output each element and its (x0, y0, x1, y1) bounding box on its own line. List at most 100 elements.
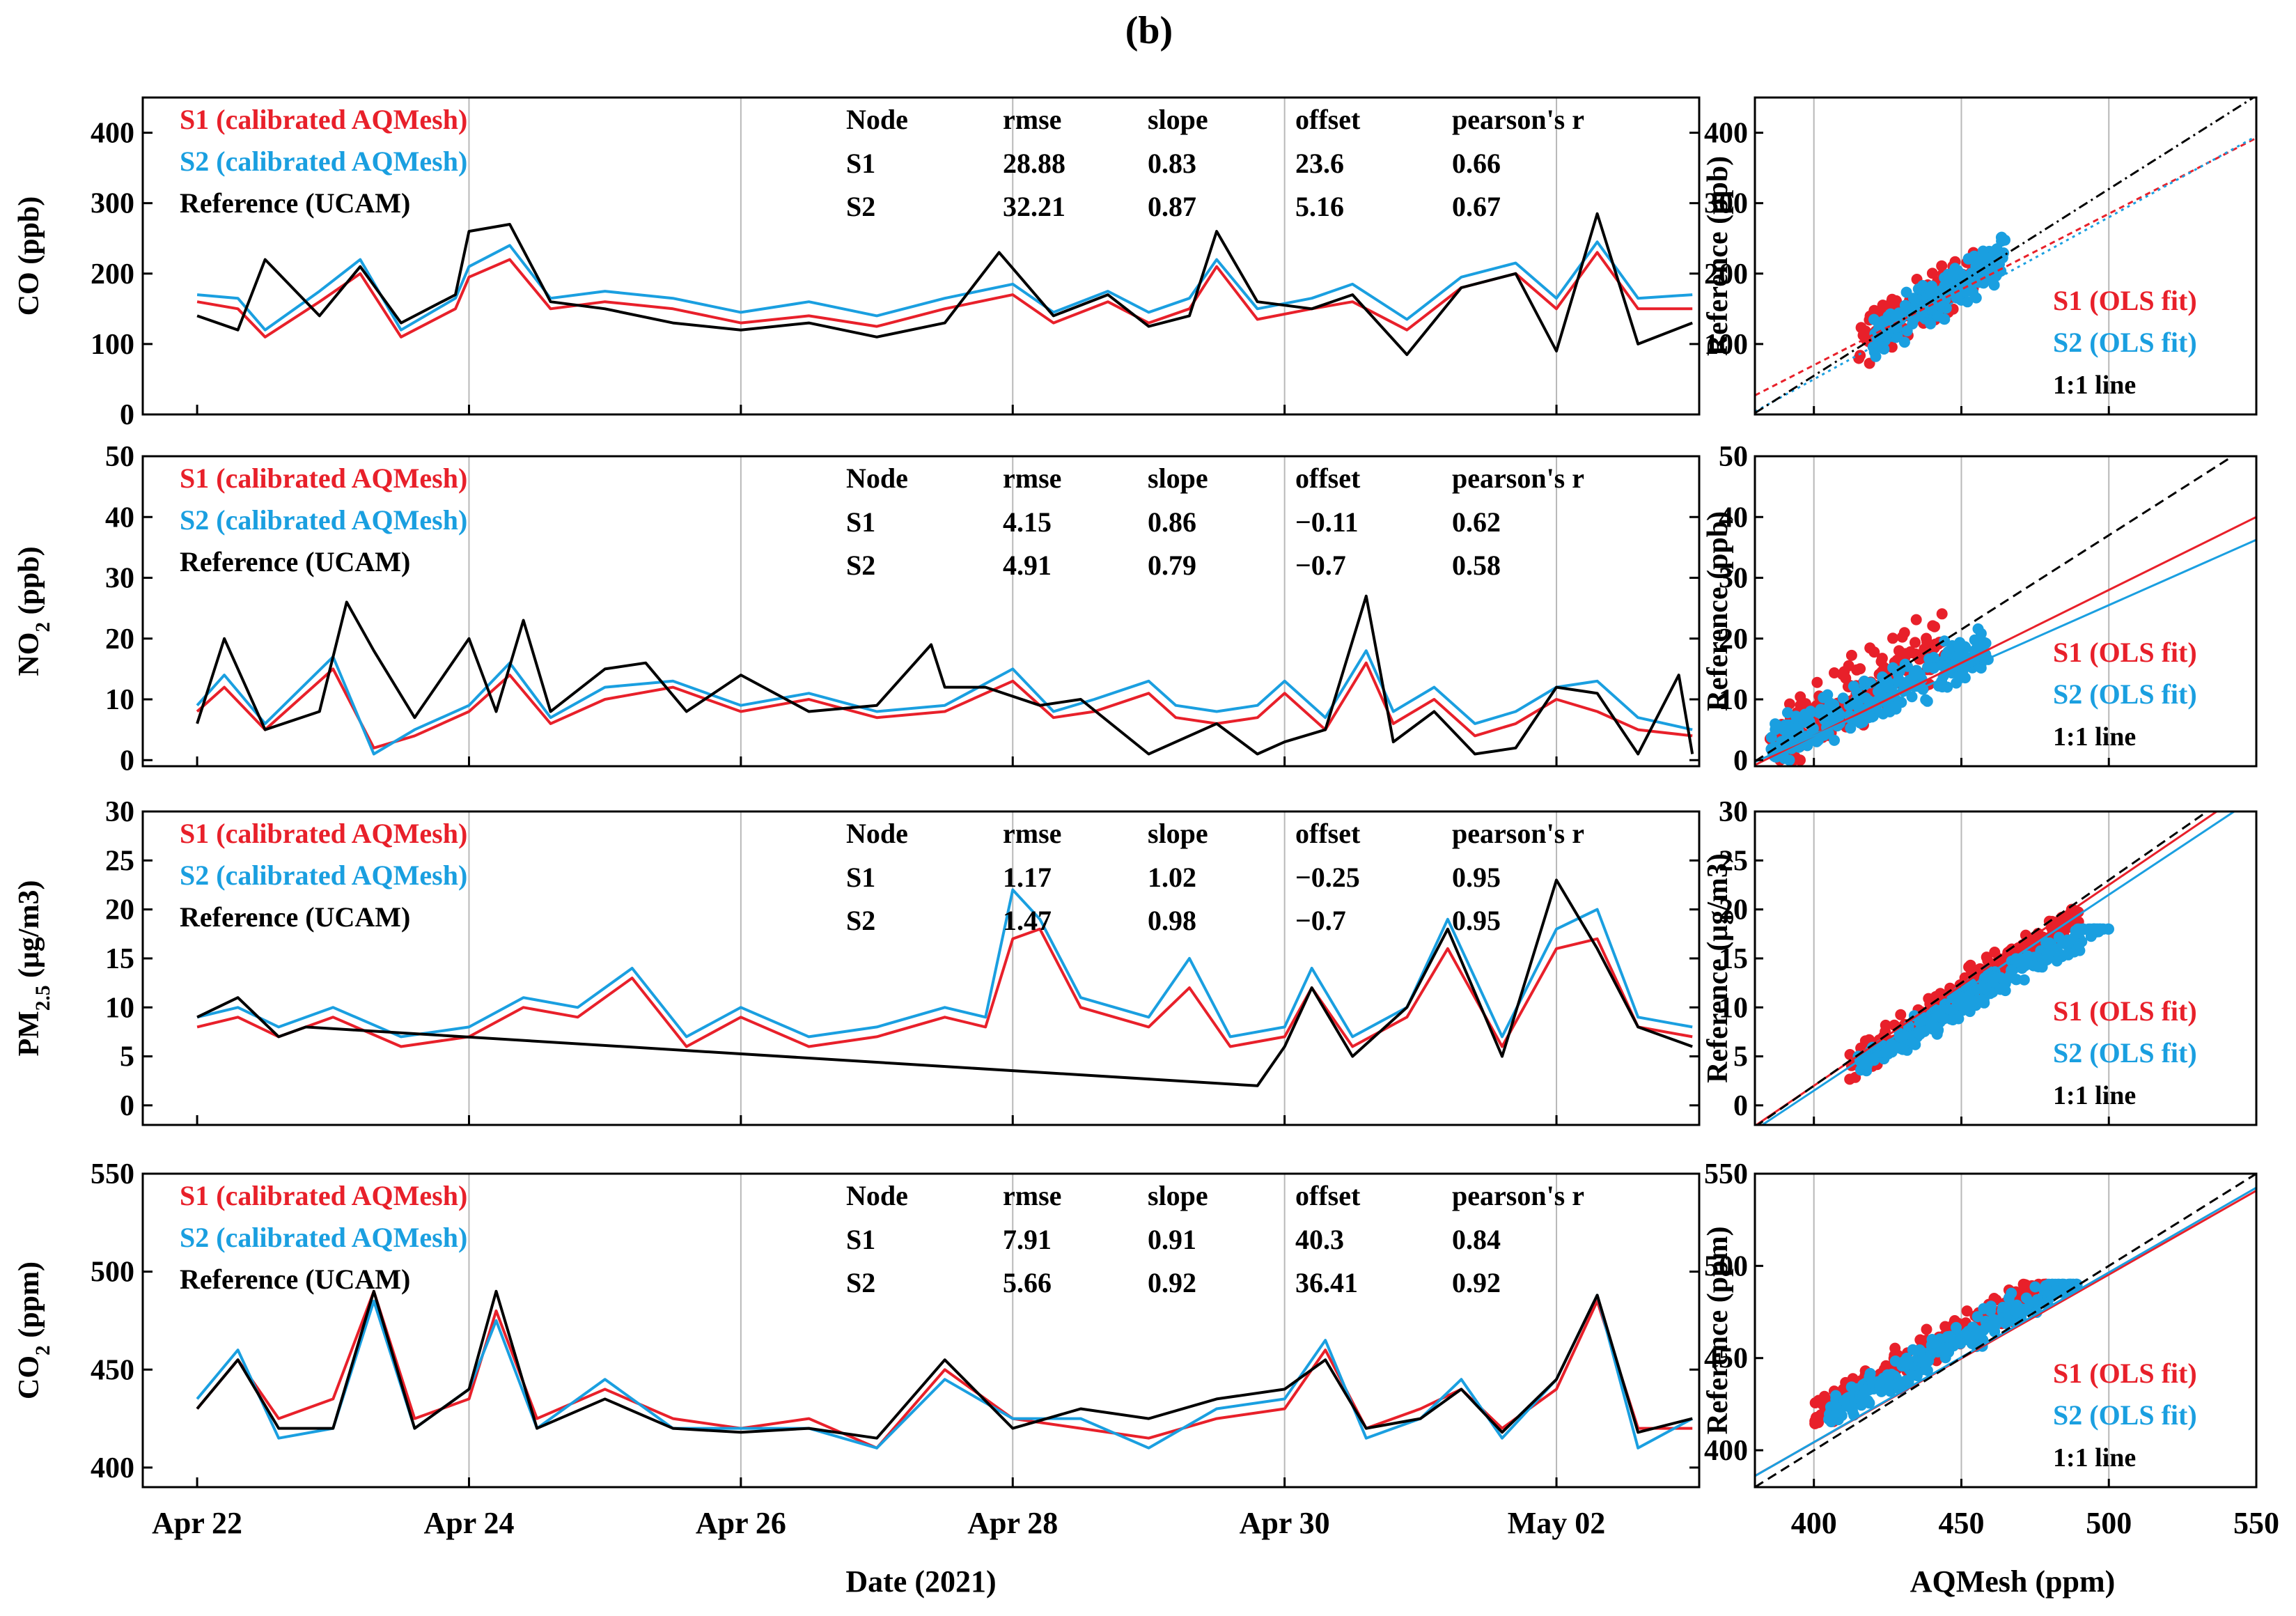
pm25-scatter-ytick-label: 30 (1719, 796, 1748, 828)
pm25-scatter-point-s2 (2063, 947, 2075, 958)
pm25-plot-frame (141, 810, 1701, 1126)
co2-legend-ref: Reference (UCAM) (180, 1264, 410, 1295)
pm25-scatter-point-s2 (1893, 1031, 1905, 1043)
co-series-ref (196, 212, 1693, 357)
co-stats-header: rmse (1003, 104, 1061, 135)
co-stats-cell: 5.16 (1295, 191, 1344, 222)
no2-scatter-fit-s1 (1755, 515, 2256, 766)
co-scatter-point-s2 (1957, 272, 1969, 284)
co2-scatter-fit-one (1755, 1174, 2256, 1487)
no2-scatter-points (1755, 456, 2256, 766)
pm25-scatter-point-s1 (1880, 1019, 1891, 1031)
pm25-scatter-point-s2 (2016, 963, 2028, 974)
co-ytick-label: 100 (91, 329, 134, 361)
co-scatter-plot-frame (1754, 96, 2258, 416)
co-ytick-label: 300 (91, 188, 134, 220)
pm25-scatter-point-s2 (1969, 995, 1981, 1007)
co2-scatter-point-s2 (1830, 1390, 1842, 1401)
co2-stats-header: Node (846, 1180, 908, 1211)
pm25-scatter-fit-s2 (1760, 811, 2236, 1125)
co2-scatter-point-s2 (1944, 1332, 1956, 1343)
no2-scatter-point-s1 (1914, 653, 1926, 665)
pm25-scatter-point-s2 (1978, 997, 1990, 1009)
co-scatter-legend-one: 1:1 line (2053, 371, 2136, 400)
co-stats-header: slope (1148, 104, 1208, 135)
no2-scatter-point-s1 (1811, 676, 1823, 688)
co2-scatter-ytick-label: 400 (1704, 1435, 1748, 1467)
co-scatter-ylabel: Reference (ppb) (1702, 156, 1734, 356)
co2-ytick-label: 500 (91, 1257, 134, 1289)
co2-scatter-point-s1 (1939, 1321, 1951, 1333)
pm25-stats-cell: S1 (846, 862, 875, 893)
co-scatter-point-s2 (1999, 234, 2010, 246)
pm25-scatter-fit-one (1756, 811, 2210, 1125)
no2-scatter-point-s2 (1823, 709, 1835, 721)
co2-scatter-point-s2 (1911, 1370, 1923, 1381)
pm25-scatter-point-s2 (2043, 949, 2054, 961)
no2-scatter-point-s2 (1783, 754, 1795, 766)
co2-scatter-point-s2 (2004, 1314, 2016, 1326)
pm25-ytick-label: 25 (105, 845, 134, 877)
co2-scatter-point-s2 (2049, 1284, 2061, 1296)
co2-scatter-ytick-label: 500 (1704, 1250, 1748, 1282)
no2-stats-header: Node (846, 463, 908, 494)
co-scatter-ytick-label: 200 (1704, 258, 1748, 290)
co-scatter-point-s2 (1970, 292, 1982, 304)
pm25-ytick-label: 5 (120, 1041, 134, 1073)
co2-scatter-point-s2 (1857, 1390, 1868, 1401)
no2-scatter-point-s2 (1781, 707, 1793, 719)
co2-scatter-point-s2 (2067, 1278, 2079, 1290)
co2-ylabel: CO2 (ppm) (13, 1261, 54, 1399)
co-scatter-point-s2 (1898, 336, 1910, 348)
pm25-legend-s1: S1 (calibrated AQMesh) (180, 818, 467, 849)
pm25-scatter-point-s2 (1946, 1004, 1958, 1016)
no2-stats-cell: 0.86 (1148, 506, 1196, 538)
pm25-scatter-point-s2 (1907, 1036, 1919, 1048)
no2-scatter-point-s1 (1898, 627, 1910, 639)
pm25-stats-cell: S2 (846, 905, 875, 936)
co2-stats-cell: 0.84 (1452, 1224, 1501, 1255)
co2-ytick-label: 550 (91, 1158, 134, 1190)
pm25-scatter-point-s2 (2018, 974, 2030, 986)
co2-scatter-point-s1 (1961, 1305, 1973, 1317)
co-scatter-point-s2 (1925, 318, 1937, 329)
co-scatter-fit-s2 (1755, 135, 2256, 413)
co-scatter-point-s2 (1947, 270, 1959, 281)
co-stats-cell: 0.87 (1148, 191, 1196, 222)
co2-scatter-point-s2 (1914, 1344, 1926, 1355)
co2-scatter-point-s2 (1923, 1355, 1935, 1367)
co2-stats-header: rmse (1003, 1180, 1061, 1211)
co-stats-cell: 23.6 (1295, 148, 1344, 179)
co2-scatter-point-s2 (1971, 1325, 1983, 1336)
no2-scatter-point-s2 (1971, 641, 1983, 653)
pm25-stats-cell: 0.98 (1148, 905, 1196, 936)
co2-ytick-label: 400 (91, 1452, 134, 1484)
no2-scatter-legend-s1: S1 (OLS fit) (2053, 637, 2197, 668)
co2-stats-cell: 0.92 (1452, 1267, 1501, 1298)
pm25-stats-cell: 0.95 (1452, 862, 1501, 893)
no2-plot-frame (141, 455, 1701, 768)
no2-stats-cell: S1 (846, 506, 875, 538)
pm25-stats-header: pearson's r (1452, 818, 1584, 849)
co-stats-cell: S1 (846, 148, 875, 179)
no2-series-s1 (196, 661, 1693, 749)
co-scatter-point-s2 (1907, 293, 1919, 304)
no2-scatter-point-s1 (1910, 637, 1921, 648)
pm25-scatter-point-s2 (1971, 984, 1983, 995)
no2-scatter-legend-one: 1:1 line (2053, 722, 2136, 752)
scatter-xtick-label: 400 (1791, 1506, 1837, 1540)
co2-ytick-label: 450 (91, 1354, 134, 1386)
co-scatter-point-s1 (1868, 304, 1880, 316)
co2-stats-cell: S2 (846, 1267, 875, 1298)
co-ytick-label: 400 (91, 118, 134, 150)
no2-scatter-point-s2 (1892, 668, 1904, 680)
co-scatter-point-s2 (1917, 280, 1928, 291)
pm25-scatter-ytick-label: 25 (1719, 845, 1748, 877)
no2-ytick-label: 40 (105, 502, 134, 534)
pm25-stats-cell: −0.25 (1295, 862, 1360, 893)
axes-layer (141, 96, 2258, 1489)
pm25-scatter-legend-s2: S2 (OLS fit) (2053, 1037, 2197, 1069)
pm25-scatter-ytick-label: 5 (1733, 1041, 1748, 1073)
pm25-stats-header: slope (1148, 818, 1208, 849)
co2-scatter-point-s2 (2020, 1304, 2032, 1316)
